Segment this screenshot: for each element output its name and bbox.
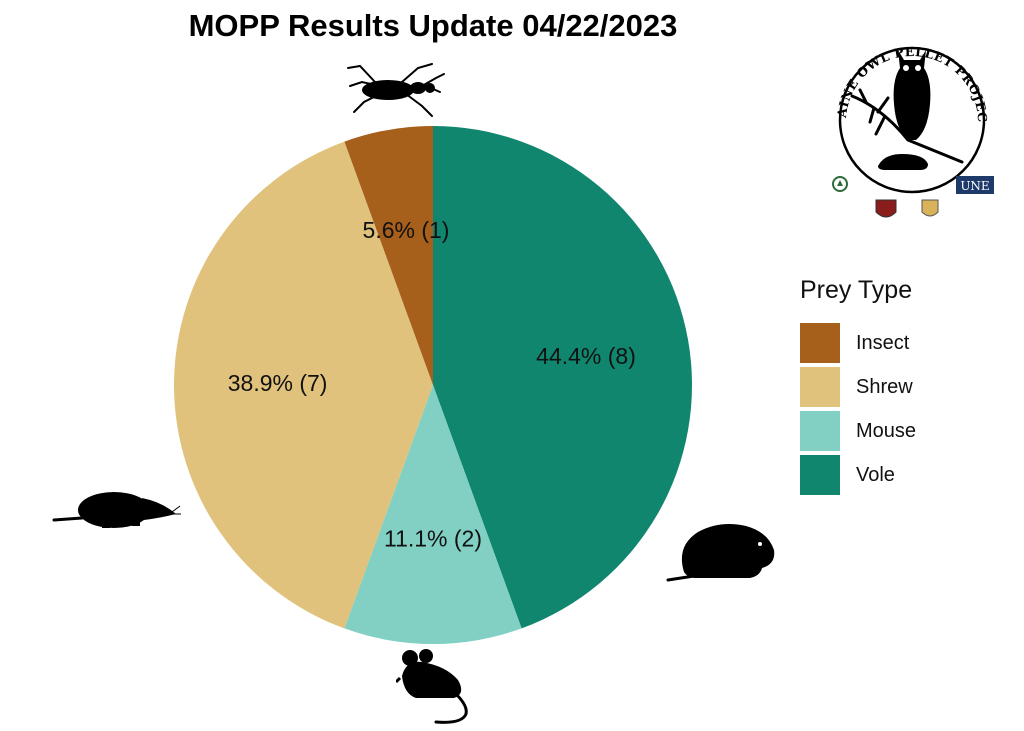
vole-silhouette-icon (666, 524, 775, 582)
legend-item-mouse: Mouse (800, 409, 1000, 453)
legend-label: Mouse (856, 419, 917, 442)
slice-label-mouse: 11.1% (2) (384, 525, 482, 551)
legend-swatch (800, 323, 840, 363)
legend: Prey Type Insect Shrew Mouse Vole (800, 276, 1000, 497)
pie-slices (174, 126, 692, 644)
owl-icon (893, 50, 931, 140)
shrew-silhouette-icon (52, 492, 181, 528)
legend-item-shrew: Shrew (800, 365, 1000, 409)
legend-item-vole: Vole (800, 453, 1000, 497)
pie-slice-labels: 44.4% (8) 11.1% (2) 38.9% (7) 5.6% (1) (228, 217, 636, 551)
svg-text:UNE: UNE (960, 179, 989, 193)
legend-label: Insect (856, 331, 910, 354)
pie-slice-insect (344, 126, 433, 385)
legend-title: Prey Type (800, 276, 913, 304)
legend-swatch (800, 455, 840, 495)
logo-seal: MAINE OWL PELLET PROJECT (805, 26, 994, 218)
legend-label: Shrew (856, 375, 913, 398)
legend-items: Insect Shrew Mouse Vole (800, 321, 1000, 497)
beetle-silhouette-icon (347, 63, 445, 117)
slice-label-insect: 5.6% (1) (363, 217, 450, 243)
legend-item-insect: Insect (800, 321, 1000, 365)
mouse-silhouette-icon (396, 649, 468, 724)
legend-swatch (800, 411, 840, 451)
pie-chart: 44.4% (8) 11.1% (2) 38.9% (7) 5.6% (1) (174, 126, 692, 644)
slice-label-vole: 44.4% (8) (536, 343, 636, 369)
pie-slice-mouse (344, 385, 522, 644)
partner-logos: UNE (832, 176, 994, 218)
chart-title: MOPP Results Update 04/22/2023 (188, 8, 678, 43)
legend-swatch (800, 367, 840, 407)
pie-slice-vole (433, 126, 692, 629)
pie-slice-shrew (174, 141, 433, 629)
legend-label: Vole (856, 463, 895, 486)
maine-owl-pellet-project-logo: MAINE OWL PELLET PROJECT (805, 26, 1012, 228)
slice-label-shrew: 38.9% (7) (228, 370, 328, 396)
